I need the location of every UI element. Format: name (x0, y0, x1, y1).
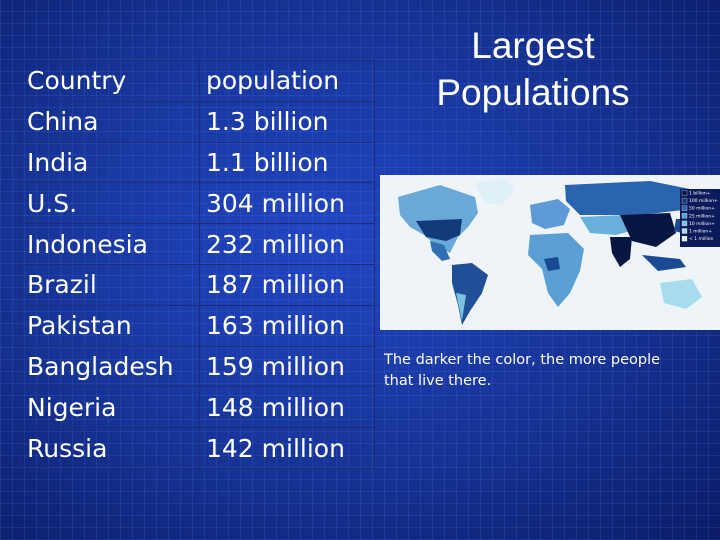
landmass (456, 293, 466, 321)
table-row: China 1.3 billion (20, 100, 375, 143)
landmass (660, 279, 702, 309)
country-cell: Russia (20, 427, 200, 469)
landmass (530, 199, 570, 229)
landmass (620, 213, 676, 247)
legend-label: 25 million+ (689, 213, 715, 219)
table-row: Indonesia 232 million (20, 223, 375, 265)
country-cell: U.S. (20, 182, 200, 225)
population-cell: 304 million (199, 182, 375, 225)
table-row: Pakistan 163 million (20, 304, 375, 347)
population-cell: 187 million (199, 263, 375, 306)
legend-swatch (681, 235, 688, 242)
legend-label: < 1 million (689, 236, 714, 242)
legend-label: 100 million+ (689, 198, 718, 204)
table-row: Russia 142 million (20, 427, 375, 469)
country-cell: India (20, 141, 200, 184)
table-row: Nigeria 148 million (20, 386, 375, 429)
country-cell: Brazil (20, 263, 200, 306)
landmass (565, 181, 700, 215)
table-row: India 1.1 billion (20, 141, 375, 184)
legend-label: 50 million+ (689, 206, 715, 212)
legend-label: 1 billion+ (689, 191, 711, 197)
country-cell: China (20, 100, 200, 143)
population-cell: 1.1 billion (199, 141, 375, 184)
landmass (430, 241, 450, 261)
legend-label: 1 million+ (689, 229, 712, 235)
legend-swatch (681, 205, 688, 211)
world-map: 1 billion+100 million+ 50 million+25 mill… (380, 175, 720, 330)
country-cell: Nigeria (20, 386, 200, 429)
legend-swatch (681, 228, 688, 234)
legend: 1 billion+100 million+ 50 million+25 mill… (681, 190, 718, 242)
landmass (544, 257, 560, 271)
slide-title: Largest Populations (436, 25, 630, 113)
population-cell: 142 million (199, 427, 375, 469)
legend-swatch (681, 213, 688, 219)
table-row: U.S. 304 million (20, 182, 375, 225)
population-cell: 232 million (199, 223, 375, 265)
country-cell: Pakistan (20, 304, 200, 347)
table-row: Bangladesh 159 million (20, 345, 375, 388)
header-row: Country population (20, 60, 375, 102)
header-cell: population (199, 60, 375, 102)
landmass (610, 237, 632, 267)
caption: The darker the color, the more people th… (384, 352, 661, 389)
country-cell: Bangladesh (20, 345, 200, 388)
country-cell: Indonesia (20, 223, 200, 265)
landmass (475, 179, 515, 205)
population-cell: 1.3 billion (199, 100, 375, 143)
header-cell: Country (20, 60, 200, 102)
population-table: Country population China 1.3 billion India 1.… (20, 60, 375, 469)
table-row: Brazil 187 million (20, 263, 375, 306)
legend-swatch (681, 197, 688, 204)
legend-swatch (681, 220, 688, 227)
population-cell: 159 million (199, 345, 375, 388)
population-cell: 148 million (199, 386, 375, 429)
legend-swatch (681, 190, 688, 196)
landmass (528, 233, 584, 307)
legend-label: 10 million+ (689, 221, 715, 227)
landmass (398, 185, 478, 253)
population-cell: 163 million (199, 304, 375, 347)
landmass (642, 255, 686, 271)
landmass (416, 219, 462, 241)
